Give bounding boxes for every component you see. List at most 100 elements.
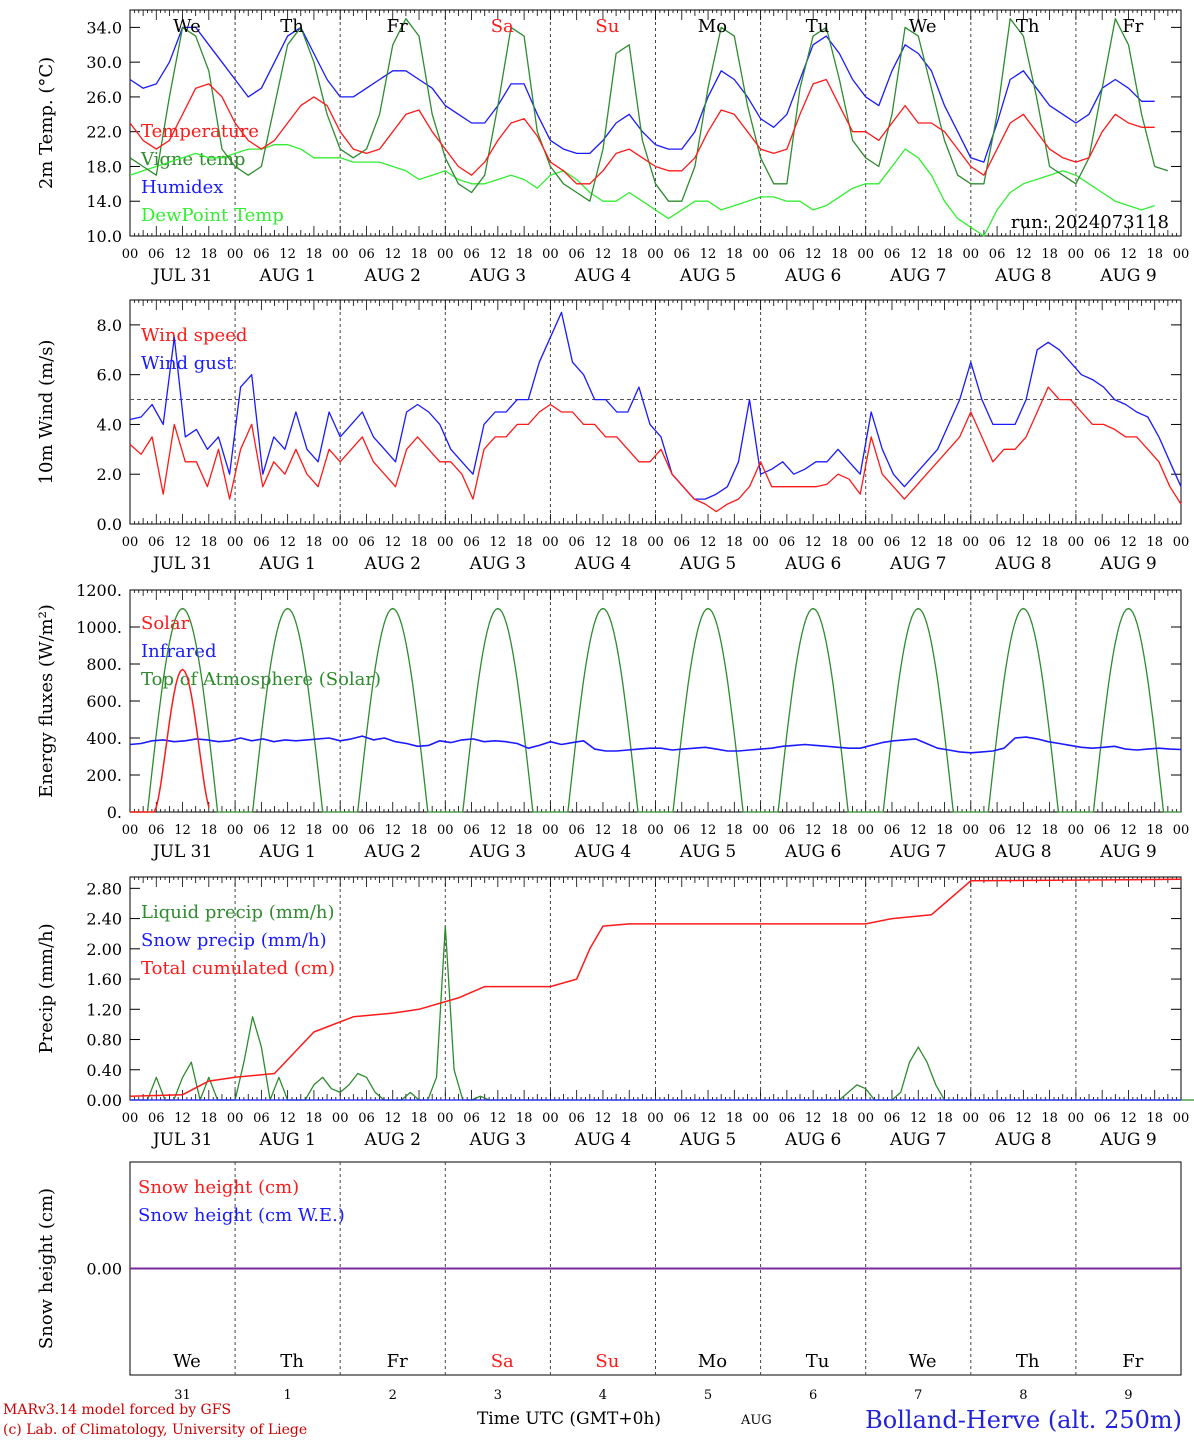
- energy-date-label: AUG 9: [1099, 842, 1156, 862]
- energy-hour-label: 18: [621, 823, 638, 838]
- wind-hour-label: 00: [332, 535, 349, 550]
- wind-hour-label: 18: [936, 535, 953, 550]
- precip-panel: 0.00 0.40 0.80 1.20 1.60 2.00 2.40 2.80 Precip (…: [36, 876, 1189, 1150]
- temp-date-label: AUG 4: [574, 266, 631, 286]
- precip-hour-label: 12: [490, 1111, 507, 1126]
- temp-hour-label: 18: [726, 247, 743, 262]
- energy-hour-label: 06: [148, 823, 165, 838]
- energy-date-label: AUG 7: [889, 842, 946, 862]
- precip-hour-label: 06: [989, 1111, 1006, 1126]
- temp-hour-label: 12: [1120, 247, 1137, 262]
- wind-panel: 0.0 2.0 4.0 6.0 8.0 10m Wind (m/s) 00 06 12 18 JUL…: [36, 299, 1189, 574]
- wind-hour-label: 06: [568, 535, 585, 550]
- energy-hour-label: 12: [490, 823, 507, 838]
- wind-date-label: AUG 9: [1099, 554, 1156, 574]
- precip-hour-label: 12: [595, 1111, 612, 1126]
- temp-day-name: Su: [595, 16, 619, 37]
- temp-hour-label: 00: [1173, 247, 1190, 262]
- temp-day-name: Fr: [1122, 16, 1143, 37]
- wind-hour-label: 06: [674, 535, 691, 550]
- temp-hour-label: 06: [148, 247, 165, 262]
- energy-y-tick-label: 1000.: [76, 618, 122, 637]
- precip-y-tick-label: 1.60: [86, 970, 122, 989]
- wind-date-label: AUG 2: [364, 554, 421, 574]
- energy-date-label: AUG 1: [258, 842, 315, 862]
- time-axis-label: Time UTC (GMT+0h): [477, 1409, 661, 1429]
- temp-day-name: Mo: [698, 16, 727, 37]
- wind-hour-label: 18: [411, 535, 428, 550]
- precip-hour-label: 18: [201, 1111, 218, 1126]
- precip-hour-label: 18: [1146, 1111, 1163, 1126]
- energy-hour-label: 00: [122, 823, 139, 838]
- temp-hour-label: 12: [384, 247, 401, 262]
- energy-hour-label: 06: [568, 823, 585, 838]
- snow-day-number: 8: [1019, 1388, 1027, 1403]
- temp-y-tick-label: 18.0: [86, 157, 122, 176]
- wind-hour-label: 18: [1041, 535, 1058, 550]
- toa-solar-line: [130, 607, 1181, 813]
- wind-hour-label: 00: [542, 535, 559, 550]
- wind-y-tick-label: 8.0: [97, 316, 122, 335]
- precip-date-label: AUG 3: [469, 1130, 526, 1150]
- energy-y-tick-label: 1200.: [76, 581, 122, 600]
- precip-hour-label: 06: [358, 1111, 375, 1126]
- temp-hour-label: 12: [805, 247, 822, 262]
- temp-series-line: [129, 144, 1155, 237]
- temp-hour-label: 06: [779, 247, 796, 262]
- wind-hour-label: 06: [358, 535, 375, 550]
- energy-date-label: AUG 8: [994, 842, 1051, 862]
- snow-day-number: 6: [809, 1388, 817, 1403]
- precip-hour-label: 18: [411, 1111, 428, 1126]
- temp-hour-label: 00: [647, 247, 664, 262]
- precip-hour-label: 06: [884, 1111, 901, 1126]
- temp-hour-label: 12: [279, 247, 296, 262]
- precip-y-tick-label: 2.80: [86, 879, 122, 898]
- precip-hour-label: 18: [726, 1111, 743, 1126]
- wind-hour-label: 12: [490, 535, 507, 550]
- temp-hour-label: 12: [700, 247, 717, 262]
- credit-line-1: MARv3.14 model forced by GFS: [3, 1402, 231, 1418]
- snow-y-tick-label: 0.00: [86, 1260, 122, 1279]
- precip-hour-label: 00: [1068, 1111, 1085, 1126]
- wind-frame: [129, 299, 1182, 525]
- precip-y-axis-label: Precip (mm/h): [36, 923, 57, 1053]
- energy-hour-label: 12: [384, 823, 401, 838]
- temp-y-axis-label: 2m Temp. (°C): [36, 57, 57, 189]
- wind-date-label: AUG 8: [994, 554, 1051, 574]
- temp-day-name: We: [909, 16, 937, 37]
- energy-hour-label: 00: [963, 823, 980, 838]
- precip-hour-label: 00: [122, 1111, 139, 1126]
- wind-hour-label: 00: [437, 535, 454, 550]
- temp-day-name: Tu: [806, 16, 830, 37]
- precip-legend-0: Liquid precip (mm/h): [141, 902, 335, 923]
- energy-hour-label: 18: [726, 823, 743, 838]
- precip-y-tick-label: 2.40: [86, 910, 122, 929]
- precip-date-label: AUG 5: [679, 1130, 736, 1150]
- wind-hour-label: 12: [174, 535, 191, 550]
- precip-hour-label: 00: [647, 1111, 664, 1126]
- wind-hour-label: 12: [700, 535, 717, 550]
- wind-series-line: [129, 311, 1182, 500]
- precip-date-label: AUG 9: [1099, 1130, 1156, 1150]
- energy-hour-label: 18: [201, 823, 218, 838]
- temp-hour-label: 18: [1041, 247, 1058, 262]
- snow-day-number: 9: [1124, 1388, 1132, 1403]
- precip-hour-label: 18: [936, 1111, 953, 1126]
- wind-hour-label: 18: [831, 535, 848, 550]
- snow-day-number: 3: [494, 1388, 502, 1403]
- snow-day-name: We: [909, 1351, 937, 1372]
- precip-hour-label: 00: [857, 1111, 874, 1126]
- temp-date-label: AUG 8: [994, 266, 1051, 286]
- energy-hour-label: 06: [253, 823, 270, 838]
- snow-legend-0: Snow height (cm): [138, 1177, 299, 1198]
- snow-day-name: Tu: [806, 1351, 830, 1372]
- wind-hour-label: 06: [463, 535, 480, 550]
- precip-hour-label: 06: [148, 1111, 165, 1126]
- precip-hour-label: 06: [253, 1111, 270, 1126]
- wind-hour-label: 00: [857, 535, 874, 550]
- energy-hour-label: 06: [989, 823, 1006, 838]
- wind-hour-label: 06: [253, 535, 270, 550]
- energy-hour-label: 00: [857, 823, 874, 838]
- snow-day-name: We: [173, 1351, 201, 1372]
